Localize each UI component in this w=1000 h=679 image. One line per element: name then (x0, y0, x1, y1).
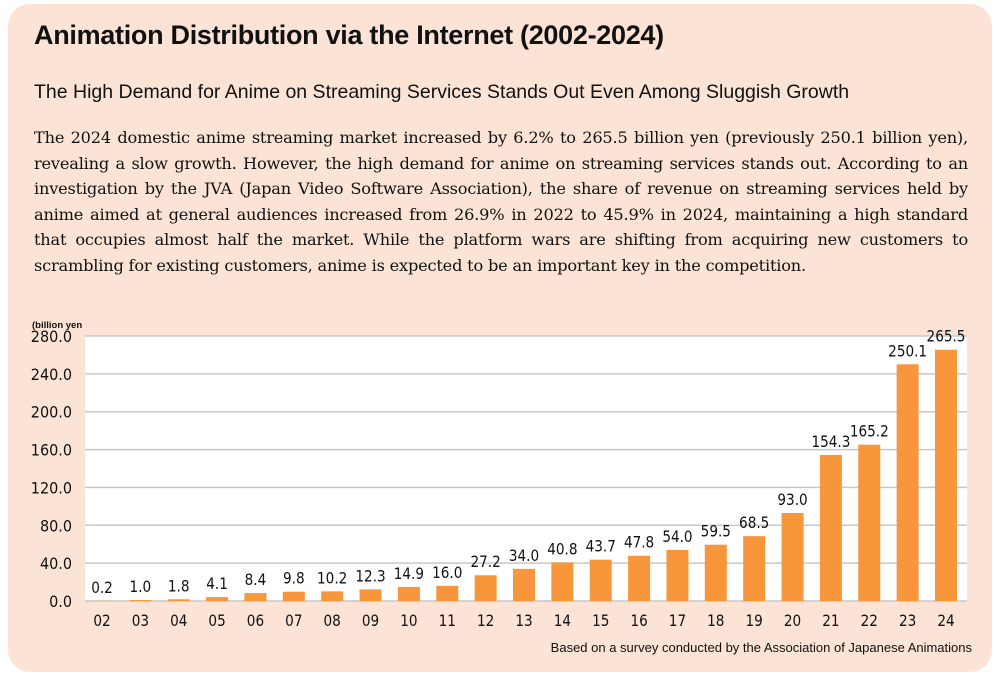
data-label: 16.0 (432, 564, 462, 582)
data-label: 9.8 (283, 570, 305, 588)
bar (858, 444, 881, 601)
bar (819, 454, 842, 601)
bar (551, 562, 574, 601)
bar (282, 591, 305, 601)
x-tick-label: 20 (784, 612, 801, 630)
bar (321, 591, 344, 601)
bar (704, 544, 727, 601)
bar (436, 585, 459, 601)
x-tick-label: 03 (132, 612, 149, 630)
x-tick-label: 07 (285, 612, 302, 630)
bar (896, 364, 919, 601)
bar (781, 512, 804, 601)
source-note: Based on a survey conducted by the Assoc… (550, 640, 972, 655)
y-tick-label: 200.0 (31, 403, 72, 422)
x-tick-label: 10 (400, 612, 417, 630)
bar (206, 597, 229, 601)
x-tick-label: 24 (937, 612, 954, 630)
bar (666, 549, 689, 601)
bar (589, 559, 612, 601)
x-tick-label: 11 (439, 612, 456, 630)
x-tick-label: 18 (707, 612, 724, 630)
x-tick-label: 04 (170, 612, 187, 630)
data-label: 10.2 (317, 569, 347, 587)
data-label: 8.4 (245, 571, 267, 589)
data-label: 0.2 (91, 579, 113, 597)
x-tick-label: 14 (554, 612, 571, 630)
x-tick-label: 17 (669, 612, 686, 630)
x-tick-label: 19 (746, 612, 763, 630)
data-label: 54.0 (662, 528, 692, 546)
bar (474, 575, 497, 601)
bar (129, 600, 152, 601)
x-tick-label: 21 (822, 612, 839, 630)
x-tick-label: 08 (324, 612, 341, 630)
x-tick-label: 06 (247, 612, 264, 630)
data-label: 47.8 (624, 534, 654, 552)
bar (397, 586, 420, 601)
data-label: 154.3 (811, 433, 850, 451)
data-label: 265.5 (927, 328, 966, 346)
body-text: The 2024 domestic anime streaming market… (34, 128, 968, 275)
data-label: 4.1 (206, 575, 228, 593)
bar (628, 555, 651, 601)
x-tick-label: 12 (477, 612, 494, 630)
y-tick-label: 120.0 (31, 478, 72, 497)
data-label: 59.5 (701, 523, 731, 541)
data-label: 165.2 (850, 423, 889, 441)
y-tick-label: 80.0 (40, 516, 72, 535)
y-axis-label: (billion yen (32, 320, 82, 331)
subtitle: The High Demand for Anime on Streaming S… (34, 81, 850, 103)
bar (244, 593, 267, 601)
x-tick-label: 05 (208, 612, 225, 630)
data-label: 250.1 (888, 342, 927, 360)
data-label: 1.8 (168, 577, 190, 595)
y-tick-label: 280.0 (31, 327, 72, 346)
data-label: 40.8 (547, 540, 577, 558)
data-label: 27.2 (471, 553, 501, 571)
data-label: 68.5 (739, 514, 769, 532)
page-title: Animation Distribution via the Internet … (34, 20, 664, 50)
y-tick-label: 40.0 (40, 554, 72, 573)
bar (167, 599, 190, 601)
data-label: 12.3 (355, 567, 385, 585)
y-tick-label: 240.0 (31, 365, 72, 384)
y-tick-label: 0.0 (49, 592, 72, 611)
y-tick-label: 160.0 (31, 441, 72, 460)
bar (359, 589, 382, 601)
x-tick-label: 15 (592, 612, 609, 630)
bar (743, 536, 766, 601)
x-tick-label: 23 (899, 612, 916, 630)
x-tick-label: 16 (630, 612, 647, 630)
x-tick-label: 09 (362, 612, 379, 630)
data-label: 93.0 (777, 491, 807, 509)
x-tick-label: 22 (861, 612, 878, 630)
bar (935, 349, 957, 601)
bar (513, 568, 535, 601)
data-label: 14.9 (394, 565, 424, 583)
x-tick-label: 13 (515, 612, 532, 630)
data-label: 43.7 (586, 538, 616, 556)
data-label: 1.0 (130, 578, 152, 596)
x-tick-label: 02 (93, 612, 110, 630)
data-label: 34.0 (509, 547, 539, 565)
